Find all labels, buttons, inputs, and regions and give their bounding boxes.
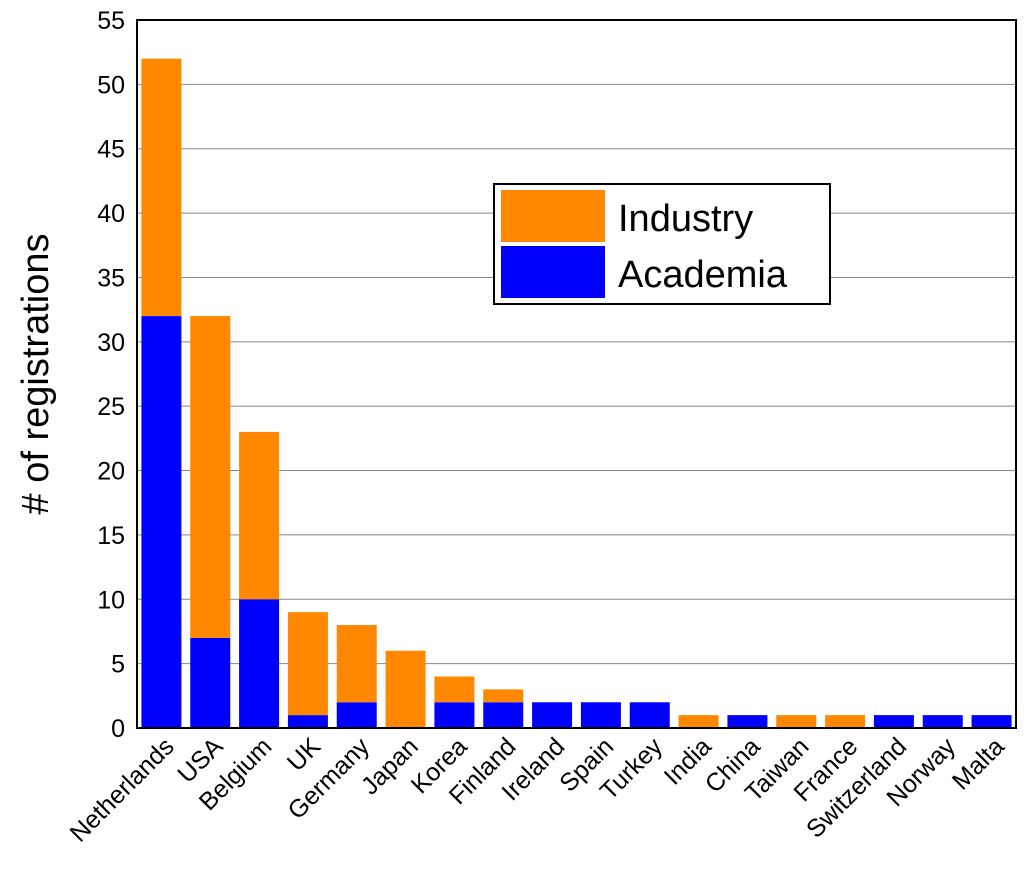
bar-industry-japan <box>385 650 426 728</box>
legend: Industry Academia <box>493 183 831 305</box>
x-tick-label: Netherlands <box>65 732 180 847</box>
bar-industry-taiwan <box>776 715 817 728</box>
y-tick-label: 0 <box>111 715 125 743</box>
gridlines <box>137 83 1016 665</box>
bar-academia-korea <box>434 702 475 728</box>
bar-academia-netherlands <box>141 316 182 728</box>
legend-label-industry: Industry <box>618 198 753 240</box>
bar-academia-usa <box>190 637 231 728</box>
y-tick-label: 5 <box>111 651 125 679</box>
y-tick-label: 25 <box>97 393 125 421</box>
y-tick-labels: 0 5 10 15 20 25 30 35 40 45 50 55 <box>97 7 125 743</box>
bar-industry-netherlands <box>141 58 182 317</box>
y-tick-label: 15 <box>97 522 125 550</box>
bar-academia-germany <box>336 702 377 728</box>
bar-industry-germany <box>336 625 377 703</box>
bar-academia-switzerland <box>873 715 914 728</box>
legend-label-academia: Academia <box>618 254 788 296</box>
bar-academia-belgium <box>239 599 280 728</box>
bar-industry-belgium <box>239 431 280 600</box>
bar-academia-uk <box>287 715 328 728</box>
y-axis-label: # of registrations <box>15 234 57 515</box>
y-tick-label: 55 <box>97 7 125 35</box>
bar-academia-china <box>727 715 768 728</box>
bar-industry-france <box>825 715 866 728</box>
x-tick-label: Japan <box>356 732 424 800</box>
bar-academia-norway <box>922 715 963 728</box>
bar-industry-finland <box>483 689 524 703</box>
bar-industry-india <box>678 715 719 728</box>
x-tick-label: Malta <box>947 732 1010 795</box>
bar-academia-turkey <box>629 702 670 728</box>
y-tick-label: 50 <box>97 71 125 99</box>
y-tick-label: 40 <box>97 200 125 228</box>
plot-frame <box>136 19 1017 729</box>
bars <box>141 58 1012 728</box>
bar-academia-ireland <box>532 702 573 728</box>
bar-academia-malta <box>971 715 1012 728</box>
y-tick-label: 10 <box>97 586 125 614</box>
y-tick-label: 30 <box>97 329 125 357</box>
bar-industry-usa <box>190 316 231 638</box>
legend-swatch-industry <box>501 190 605 242</box>
bar-industry-korea <box>434 676 475 703</box>
bar-academia-finland <box>483 702 524 728</box>
y-tick-label: 20 <box>97 458 125 486</box>
bar-academia-spain <box>580 702 621 728</box>
y-tick-label: 45 <box>97 136 125 164</box>
y-tick-label: 35 <box>97 264 125 292</box>
bar-industry-uk <box>287 612 328 716</box>
legend-swatch-academia <box>501 246 605 298</box>
